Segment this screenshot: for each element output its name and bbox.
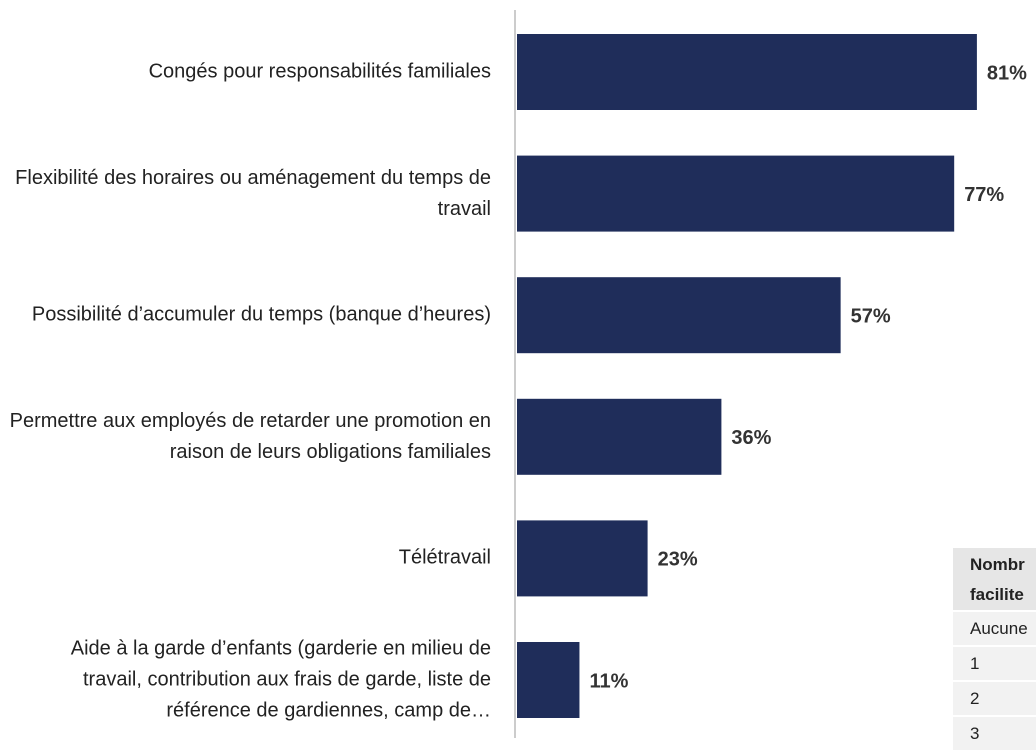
header-cell: facilite	[970, 585, 1024, 604]
value-label: 36%	[731, 427, 771, 449]
value-label: 77%	[964, 184, 1004, 206]
category-label: Flexibilité des horaires ou aménagement …	[15, 166, 491, 220]
bar	[517, 277, 841, 354]
table-header: Nombr facilite	[953, 548, 1036, 610]
value-label: 81%	[987, 62, 1027, 84]
category-label: Télétravail	[398, 546, 491, 569]
table-row: 3	[953, 715, 1036, 750]
bar	[517, 520, 648, 597]
table-row: 2	[953, 680, 1036, 715]
bar	[517, 642, 580, 718]
table-row: 1	[953, 645, 1036, 680]
header-cell: Nombr	[970, 555, 1025, 574]
bar	[517, 34, 977, 110]
value-label: 57%	[851, 305, 891, 327]
value-label: 23%	[658, 549, 698, 571]
category-label: Permettre aux employés de retarder une p…	[9, 409, 491, 463]
table-row: Aucune	[953, 610, 1036, 645]
bar	[517, 398, 722, 475]
table: Nombr facilite Aucune 1 2 3	[953, 548, 1036, 750]
category-label: Possibilité d’accumuler du temps (banque…	[31, 303, 491, 326]
value-label: 11%	[589, 670, 628, 692]
bar	[517, 155, 955, 232]
category-label: Aide à la garde d’enfants (garderie en m…	[70, 637, 491, 722]
category-label: Congés pour responsabilités familiales	[148, 60, 491, 83]
